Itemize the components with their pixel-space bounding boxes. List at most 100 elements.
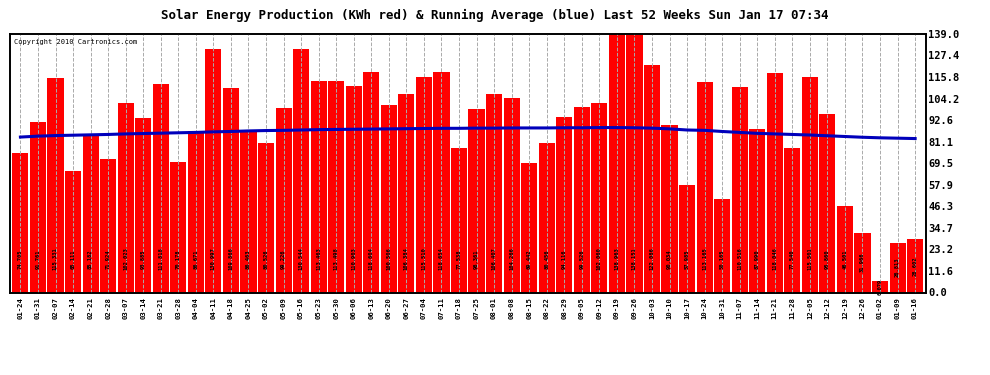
- Text: 113.498: 113.498: [334, 248, 339, 270]
- Text: 115.331: 115.331: [53, 248, 58, 270]
- Text: 86.463: 86.463: [246, 249, 251, 269]
- Text: 106.384: 106.384: [404, 248, 409, 270]
- Bar: [30, 122, 47, 292]
- Text: 130.544: 130.544: [299, 248, 304, 270]
- Bar: [854, 233, 870, 292]
- Text: 118.604: 118.604: [369, 248, 374, 270]
- Bar: [714, 199, 731, 292]
- Text: Copyright 2010 Cartronics.com: Copyright 2010 Cartronics.com: [15, 39, 138, 45]
- Bar: [434, 72, 449, 292]
- Bar: [504, 98, 520, 292]
- Text: 69.442: 69.442: [527, 249, 532, 269]
- Text: 86.671: 86.671: [193, 249, 198, 269]
- Text: 110.903: 110.903: [351, 248, 356, 270]
- Text: 138.963: 138.963: [615, 248, 620, 270]
- Text: 77.538: 77.538: [456, 249, 461, 269]
- Text: Solar Energy Production (KWh red) & Running Average (blue) Last 52 Weeks Sun Jan: Solar Energy Production (KWh red) & Runn…: [161, 9, 829, 22]
- Bar: [100, 159, 116, 292]
- Text: 111.818: 111.818: [158, 248, 163, 270]
- Bar: [574, 107, 590, 292]
- Bar: [65, 171, 81, 292]
- Text: 115.501: 115.501: [808, 248, 813, 270]
- Bar: [661, 125, 677, 292]
- Bar: [416, 78, 432, 292]
- Bar: [644, 65, 660, 292]
- Text: 65.111: 65.111: [70, 249, 75, 269]
- Bar: [118, 103, 134, 292]
- Bar: [136, 118, 151, 292]
- Bar: [468, 110, 485, 292]
- Text: 31.966: 31.966: [860, 253, 865, 273]
- Bar: [784, 148, 800, 292]
- Text: 109.866: 109.866: [229, 248, 234, 270]
- Bar: [328, 81, 345, 292]
- Bar: [275, 108, 292, 292]
- Text: 104.266: 104.266: [509, 248, 514, 270]
- Text: 70.178: 70.178: [176, 249, 181, 269]
- Text: 91.761: 91.761: [36, 249, 41, 269]
- Bar: [311, 81, 327, 292]
- Text: 95.860: 95.860: [825, 249, 830, 269]
- Bar: [293, 50, 309, 292]
- Text: 71.924: 71.924: [106, 249, 111, 269]
- Text: 94.116: 94.116: [561, 249, 566, 269]
- Bar: [766, 73, 783, 292]
- Text: 46.501: 46.501: [842, 249, 847, 269]
- Bar: [837, 206, 853, 292]
- Text: 100.506: 100.506: [386, 248, 391, 270]
- Bar: [556, 117, 572, 292]
- Bar: [82, 134, 99, 292]
- Text: 57.985: 57.985: [684, 249, 690, 269]
- Text: 118.654: 118.654: [439, 248, 444, 270]
- Bar: [346, 86, 361, 292]
- Text: 118.046: 118.046: [772, 248, 777, 270]
- Text: 85.182: 85.182: [88, 249, 93, 269]
- Text: 106.407: 106.407: [492, 248, 497, 270]
- Bar: [241, 132, 256, 292]
- Bar: [591, 102, 608, 292]
- Bar: [820, 114, 836, 292]
- Bar: [802, 78, 818, 292]
- Text: 93.885: 93.885: [141, 249, 146, 269]
- Text: 90.034: 90.034: [667, 249, 672, 269]
- Bar: [398, 94, 415, 292]
- Text: 87.990: 87.990: [754, 249, 759, 269]
- Text: 74.705: 74.705: [18, 249, 23, 269]
- Bar: [486, 94, 502, 292]
- Bar: [732, 87, 747, 292]
- Bar: [450, 148, 467, 292]
- Text: 26.813: 26.813: [895, 258, 900, 277]
- Text: 50.165: 50.165: [720, 249, 725, 269]
- Text: 113.165: 113.165: [702, 248, 707, 270]
- Bar: [381, 105, 397, 292]
- Bar: [697, 82, 713, 292]
- Text: 28.602: 28.602: [913, 256, 918, 276]
- Text: 80.456: 80.456: [544, 249, 549, 269]
- Text: 138.151: 138.151: [632, 248, 637, 270]
- Bar: [627, 35, 643, 292]
- Text: 110.516: 110.516: [738, 248, 742, 270]
- Bar: [872, 281, 888, 292]
- Bar: [679, 184, 695, 292]
- Bar: [12, 153, 29, 292]
- Bar: [205, 49, 222, 292]
- Text: 77.540: 77.540: [790, 249, 795, 269]
- Bar: [521, 163, 538, 292]
- Text: 130.997: 130.997: [211, 248, 216, 270]
- Bar: [889, 243, 906, 292]
- Bar: [749, 129, 765, 292]
- Bar: [539, 143, 554, 292]
- Bar: [907, 239, 924, 292]
- Text: 6.079: 6.079: [877, 279, 882, 295]
- Bar: [170, 162, 186, 292]
- Bar: [188, 131, 204, 292]
- Bar: [223, 88, 239, 292]
- Text: 102.060: 102.060: [597, 248, 602, 270]
- Bar: [258, 142, 274, 292]
- Text: 98.361: 98.361: [474, 249, 479, 269]
- Text: 102.023: 102.023: [123, 248, 128, 270]
- Text: 122.086: 122.086: [649, 248, 654, 270]
- Bar: [609, 34, 625, 292]
- Bar: [48, 78, 63, 292]
- Text: 113.463: 113.463: [316, 248, 321, 270]
